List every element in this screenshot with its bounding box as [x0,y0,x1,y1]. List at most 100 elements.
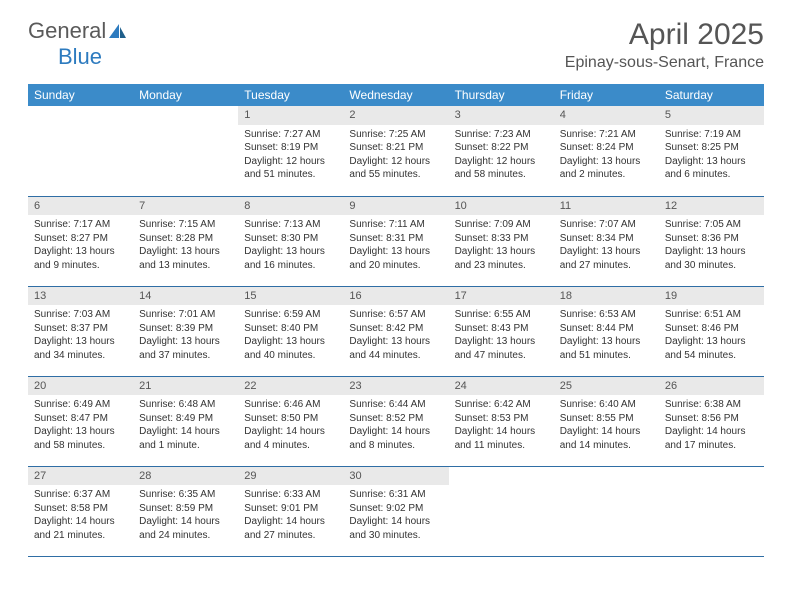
day-number: 3 [449,106,554,125]
day-body: Sunrise: 7:09 AMSunset: 8:33 PMDaylight:… [449,215,554,275]
daylight-text: Daylight: 14 hours and 27 minutes. [244,515,337,542]
day-body: Sunrise: 7:01 AMSunset: 8:39 PMDaylight:… [133,305,238,365]
calendar-day-cell: 14Sunrise: 7:01 AMSunset: 8:39 PMDayligh… [133,286,238,376]
daylight-text: Daylight: 14 hours and 8 minutes. [349,425,442,452]
sunrise-text: Sunrise: 7:09 AM [455,218,548,232]
sunset-text: Sunset: 8:55 PM [560,412,653,426]
title-block: April 2025 Epinay-sous-Senart, France [565,18,764,72]
day-body: Sunrise: 6:53 AMSunset: 8:44 PMDaylight:… [554,305,659,365]
calendar-week-row: 13Sunrise: 7:03 AMSunset: 8:37 PMDayligh… [28,286,764,376]
sunset-text: Sunset: 8:56 PM [665,412,758,426]
day-number: 25 [554,377,659,396]
month-title: April 2025 [565,18,764,52]
calendar-day-cell: 13Sunrise: 7:03 AMSunset: 8:37 PMDayligh… [28,286,133,376]
day-number: 26 [659,377,764,396]
day-number: 30 [343,467,448,486]
daylight-text: Daylight: 13 hours and 51 minutes. [560,335,653,362]
sunset-text: Sunset: 8:37 PM [34,322,127,336]
sunset-text: Sunset: 8:21 PM [349,141,442,155]
calendar-day-cell: 12Sunrise: 7:05 AMSunset: 8:36 PMDayligh… [659,196,764,286]
sunrise-text: Sunrise: 6:38 AM [665,398,758,412]
sunset-text: Sunset: 8:31 PM [349,232,442,246]
day-number: 11 [554,197,659,216]
sunset-text: Sunset: 8:47 PM [34,412,127,426]
daylight-text: Daylight: 13 hours and 16 minutes. [244,245,337,272]
day-number: 17 [449,287,554,306]
day-body: Sunrise: 7:13 AMSunset: 8:30 PMDaylight:… [238,215,343,275]
calendar-week-row: 27Sunrise: 6:37 AMSunset: 8:58 PMDayligh… [28,466,764,556]
daylight-text: Daylight: 12 hours and 58 minutes. [455,155,548,182]
daylight-text: Daylight: 13 hours and 54 minutes. [665,335,758,362]
sunset-text: Sunset: 8:27 PM [34,232,127,246]
sunset-text: Sunset: 8:24 PM [560,141,653,155]
day-number: 16 [343,287,448,306]
sunrise-text: Sunrise: 6:31 AM [349,488,442,502]
logo: GeneralBlue [28,18,127,70]
daylight-text: Daylight: 13 hours and 58 minutes. [34,425,127,452]
day-number: 19 [659,287,764,306]
daylight-text: Daylight: 13 hours and 34 minutes. [34,335,127,362]
day-body: Sunrise: 6:35 AMSunset: 8:59 PMDaylight:… [133,485,238,545]
day-number: 6 [28,197,133,216]
location: Epinay-sous-Senart, France [565,54,764,72]
sunrise-text: Sunrise: 7:13 AM [244,218,337,232]
day-number: 20 [28,377,133,396]
day-number: 9 [343,197,448,216]
calendar-day-cell: 22Sunrise: 6:46 AMSunset: 8:50 PMDayligh… [238,376,343,466]
day-number: 28 [133,467,238,486]
day-body: Sunrise: 6:33 AMSunset: 9:01 PMDaylight:… [238,485,343,545]
day-body: Sunrise: 6:57 AMSunset: 8:42 PMDaylight:… [343,305,448,365]
sunrise-text: Sunrise: 7:01 AM [139,308,232,322]
calendar-day-cell [659,466,764,556]
sunset-text: Sunset: 8:53 PM [455,412,548,426]
calendar-day-cell: 4Sunrise: 7:21 AMSunset: 8:24 PMDaylight… [554,106,659,196]
day-number: 15 [238,287,343,306]
daylight-text: Daylight: 13 hours and 23 minutes. [455,245,548,272]
calendar-week-row: 1Sunrise: 7:27 AMSunset: 8:19 PMDaylight… [28,106,764,196]
day-number: 21 [133,377,238,396]
day-body: Sunrise: 7:19 AMSunset: 8:25 PMDaylight:… [659,125,764,185]
calendar-day-cell: 26Sunrise: 6:38 AMSunset: 8:56 PMDayligh… [659,376,764,466]
sunset-text: Sunset: 9:01 PM [244,502,337,516]
sunrise-text: Sunrise: 6:33 AM [244,488,337,502]
day-number: 14 [133,287,238,306]
logo-text-general: General [28,18,106,43]
daylight-text: Daylight: 12 hours and 51 minutes. [244,155,337,182]
calendar-day-cell [28,106,133,196]
daylight-text: Daylight: 14 hours and 24 minutes. [139,515,232,542]
day-body: Sunrise: 6:38 AMSunset: 8:56 PMDaylight:… [659,395,764,455]
day-body: Sunrise: 7:03 AMSunset: 8:37 PMDaylight:… [28,305,133,365]
calendar-day-cell: 27Sunrise: 6:37 AMSunset: 8:58 PMDayligh… [28,466,133,556]
sunset-text: Sunset: 8:59 PM [139,502,232,516]
weekday-header-row: SundayMondayTuesdayWednesdayThursdayFrid… [28,84,764,106]
sunset-text: Sunset: 8:52 PM [349,412,442,426]
calendar-body: 1Sunrise: 7:27 AMSunset: 8:19 PMDaylight… [28,106,764,556]
day-number: 8 [238,197,343,216]
day-body: Sunrise: 7:25 AMSunset: 8:21 PMDaylight:… [343,125,448,185]
calendar-day-cell: 7Sunrise: 7:15 AMSunset: 8:28 PMDaylight… [133,196,238,286]
sunrise-text: Sunrise: 6:44 AM [349,398,442,412]
sunrise-text: Sunrise: 7:07 AM [560,218,653,232]
sunrise-text: Sunrise: 6:55 AM [455,308,548,322]
day-body: Sunrise: 6:44 AMSunset: 8:52 PMDaylight:… [343,395,448,455]
sunset-text: Sunset: 8:46 PM [665,322,758,336]
weekday-header: Sunday [28,84,133,106]
calendar-day-cell: 9Sunrise: 7:11 AMSunset: 8:31 PMDaylight… [343,196,448,286]
calendar-day-cell: 2Sunrise: 7:25 AMSunset: 8:21 PMDaylight… [343,106,448,196]
weekday-header: Wednesday [343,84,448,106]
day-body: Sunrise: 6:49 AMSunset: 8:47 PMDaylight:… [28,395,133,455]
daylight-text: Daylight: 13 hours and 27 minutes. [560,245,653,272]
calendar-day-cell: 20Sunrise: 6:49 AMSunset: 8:47 PMDayligh… [28,376,133,466]
sunrise-text: Sunrise: 6:42 AM [455,398,548,412]
calendar-day-cell: 24Sunrise: 6:42 AMSunset: 8:53 PMDayligh… [449,376,554,466]
sunset-text: Sunset: 8:33 PM [455,232,548,246]
sunset-text: Sunset: 8:58 PM [34,502,127,516]
calendar-table: SundayMondayTuesdayWednesdayThursdayFrid… [28,84,764,557]
logo-sail-icon [107,22,127,40]
day-body: Sunrise: 6:48 AMSunset: 8:49 PMDaylight:… [133,395,238,455]
day-number: 24 [449,377,554,396]
sunset-text: Sunset: 8:39 PM [139,322,232,336]
sunrise-text: Sunrise: 7:21 AM [560,128,653,142]
sunrise-text: Sunrise: 7:05 AM [665,218,758,232]
sunrise-text: Sunrise: 6:53 AM [560,308,653,322]
